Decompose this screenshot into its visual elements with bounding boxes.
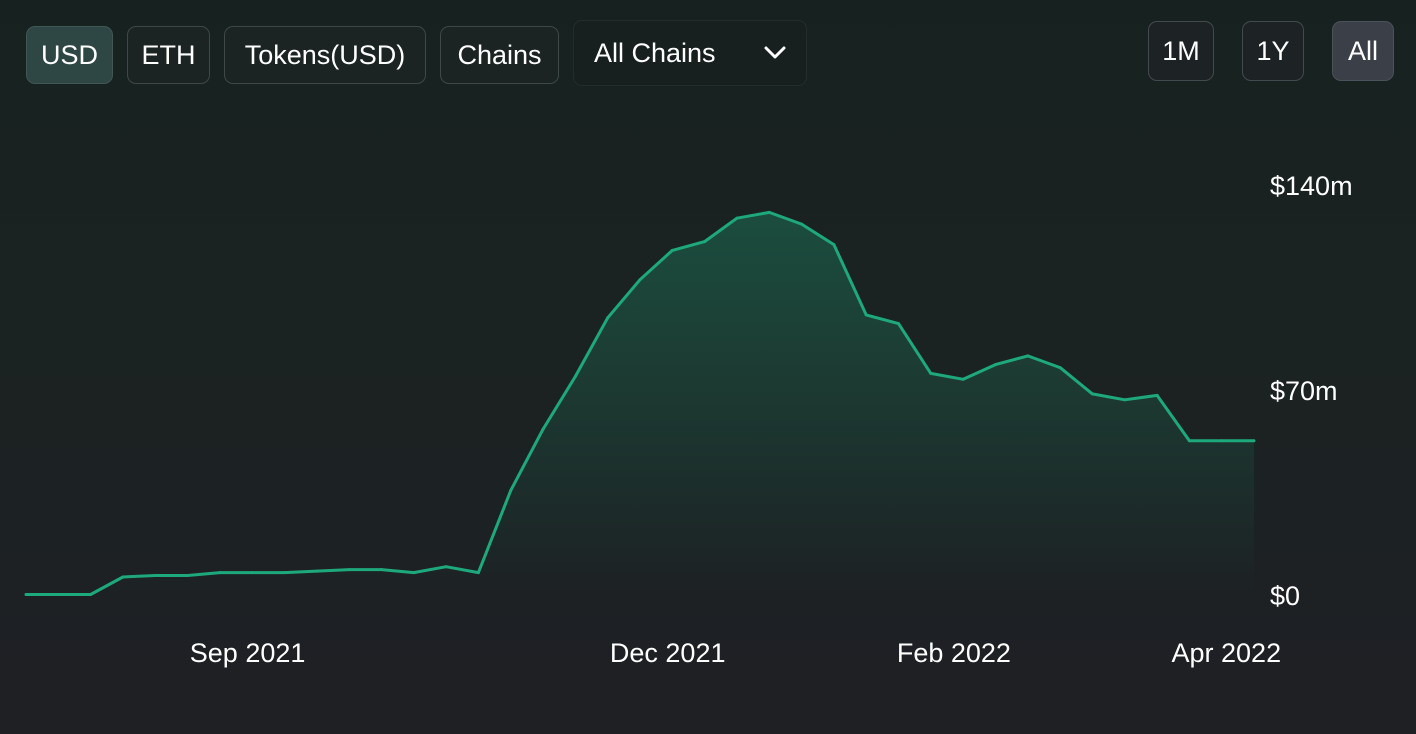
data-point <box>638 278 642 282</box>
data-point <box>476 571 480 575</box>
x-tick-label: Feb 2022 <box>897 638 1011 668</box>
data-point <box>347 568 351 572</box>
data-point <box>315 569 319 573</box>
data-point <box>541 427 545 431</box>
data-point <box>800 222 804 226</box>
data-point <box>735 216 739 220</box>
range-toolbar: 1M 1Y All <box>1148 21 1394 81</box>
data-point <box>186 574 190 577</box>
y-tick-label: $70m <box>1270 376 1338 406</box>
chain-select[interactable]: All Chains <box>573 20 807 86</box>
data-point <box>412 571 416 575</box>
data-point <box>153 574 157 577</box>
data-point <box>509 489 513 493</box>
data-point <box>929 371 933 375</box>
data-point <box>1155 393 1159 397</box>
data-point <box>444 565 448 569</box>
range-all-button[interactable]: All <box>1332 21 1394 81</box>
tvl-area-fill <box>26 212 1254 596</box>
data-point <box>1090 392 1094 396</box>
data-point <box>24 593 28 596</box>
data-point <box>250 571 254 575</box>
data-point <box>1252 439 1256 443</box>
data-point <box>606 316 610 320</box>
data-point <box>961 377 965 381</box>
x-tick-label: Apr 2022 <box>1172 638 1282 668</box>
data-point <box>767 210 771 214</box>
data-point <box>703 240 707 244</box>
data-point <box>670 248 674 252</box>
tokens-usd-button[interactable]: Tokens(USD) <box>224 26 426 84</box>
y-tick-label: $0 <box>1270 581 1300 611</box>
data-point <box>1026 354 1030 358</box>
data-point <box>121 575 125 579</box>
chains-button[interactable]: Chains <box>440 26 559 84</box>
x-tick-label: Dec 2021 <box>610 638 726 668</box>
data-point <box>994 363 997 367</box>
data-point <box>897 322 900 326</box>
tvl-line <box>26 210 1254 596</box>
range-1y-button[interactable]: 1Y <box>1242 21 1304 81</box>
data-point <box>283 571 286 575</box>
data-point <box>56 593 60 596</box>
data-point <box>1220 439 1224 443</box>
data-point <box>573 374 577 378</box>
data-point <box>218 571 222 575</box>
chevron-down-icon <box>764 46 786 60</box>
chain-select-value: All Chains <box>594 37 716 68</box>
data-point <box>89 593 93 596</box>
y-tick-label: $140m <box>1270 171 1353 201</box>
data-point <box>1058 366 1062 370</box>
usd-button[interactable]: USD <box>26 26 113 84</box>
denomination-toolbar: USD ETH Tokens(USD) Chains All Chains <box>26 20 807 86</box>
data-point <box>832 243 836 247</box>
data-point <box>1123 398 1127 402</box>
data-point <box>864 313 868 317</box>
data-point <box>380 568 383 572</box>
range-1m-button[interactable]: 1M <box>1148 21 1214 81</box>
eth-button[interactable]: ETH <box>127 26 210 84</box>
data-point <box>1187 439 1191 443</box>
x-tick-label: Sep 2021 <box>190 638 306 668</box>
